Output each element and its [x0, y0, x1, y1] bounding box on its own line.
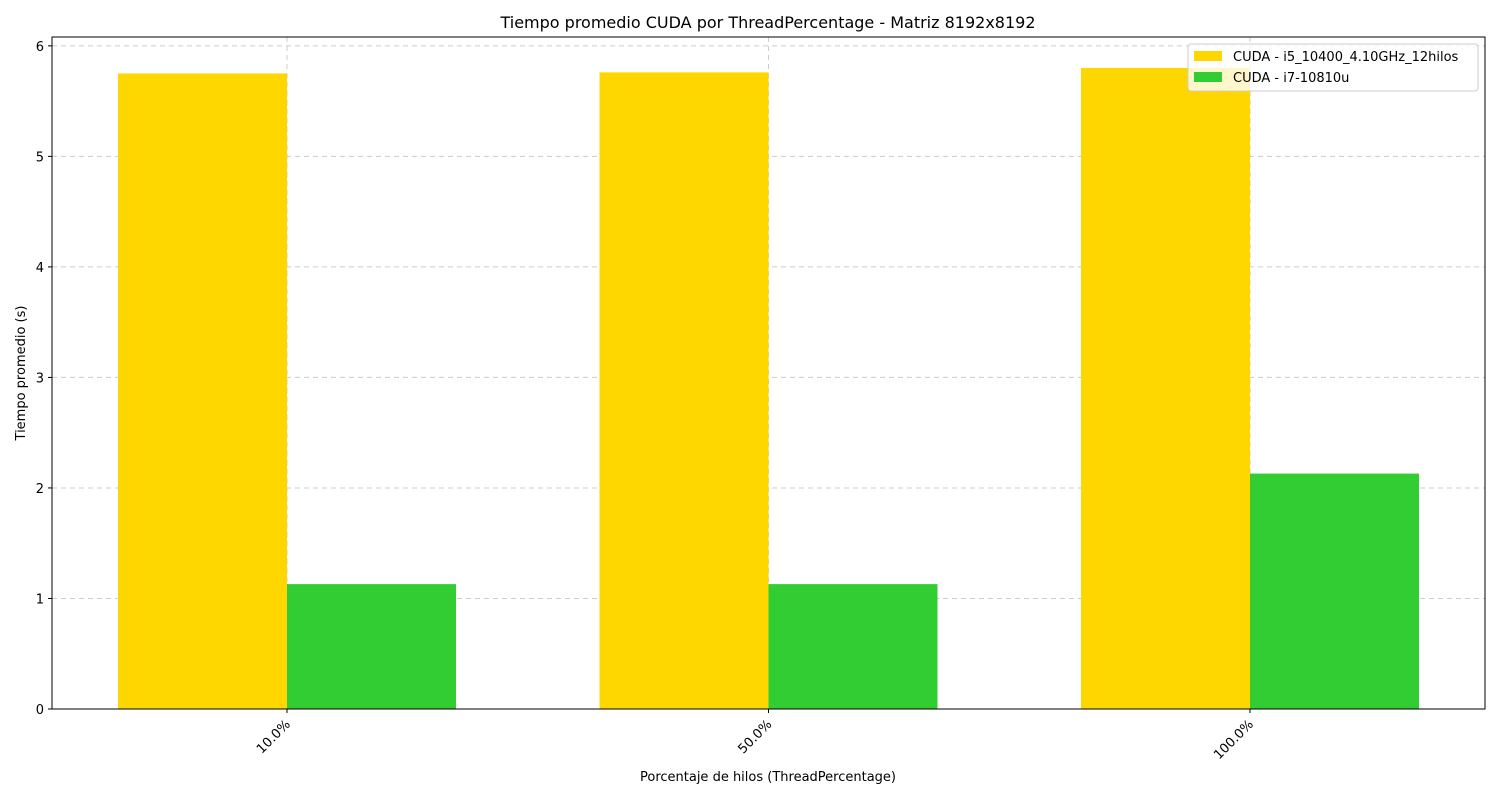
y-tick-label: 2 [36, 482, 44, 497]
legend-swatch-i7 [1194, 72, 1222, 82]
x-axis-label: Porcentaje de hilos (ThreadPercentage) [640, 770, 896, 785]
y-tick-label: 4 [36, 261, 44, 276]
x-tick-label: 10.0% [254, 717, 294, 757]
y-tick-label: 6 [36, 40, 44, 55]
chart-title: Tiempo promedio CUDA por ThreadPercentag… [499, 13, 1035, 32]
bar [599, 72, 769, 710]
legend-label-i7: CUDA - i7-10810u [1233, 71, 1349, 86]
y-tick-label: 0 [36, 703, 44, 718]
legend-swatch-i5 [1194, 51, 1222, 61]
x-tick-label: 50.0% [736, 717, 776, 757]
y-tick-label: 5 [36, 150, 44, 165]
legend: CUDA - i5_10400_4.10GHz_12hilos CUDA - i… [1187, 43, 1479, 92]
bar [118, 73, 287, 709]
x-axis-ticks: 10.0% 50.0% 100.0% [254, 709, 1257, 763]
y-tick-label: 1 [36, 592, 44, 607]
legend-box [1187, 43, 1479, 92]
legend-label-i5: CUDA - i5_10400_4.10GHz_12hilos [1233, 50, 1459, 65]
bar [1250, 473, 1419, 709]
bars [118, 67, 1419, 710]
bar [287, 584, 456, 709]
y-axis-label: Tiempo promedio (s) [14, 306, 29, 442]
y-tick-label: 3 [36, 371, 44, 386]
bar [768, 584, 938, 709]
bar [1081, 67, 1250, 709]
x-tick-label: 100.0% [1211, 717, 1257, 763]
y-axis-ticks: 0 1 2 3 4 5 6 [36, 40, 52, 718]
